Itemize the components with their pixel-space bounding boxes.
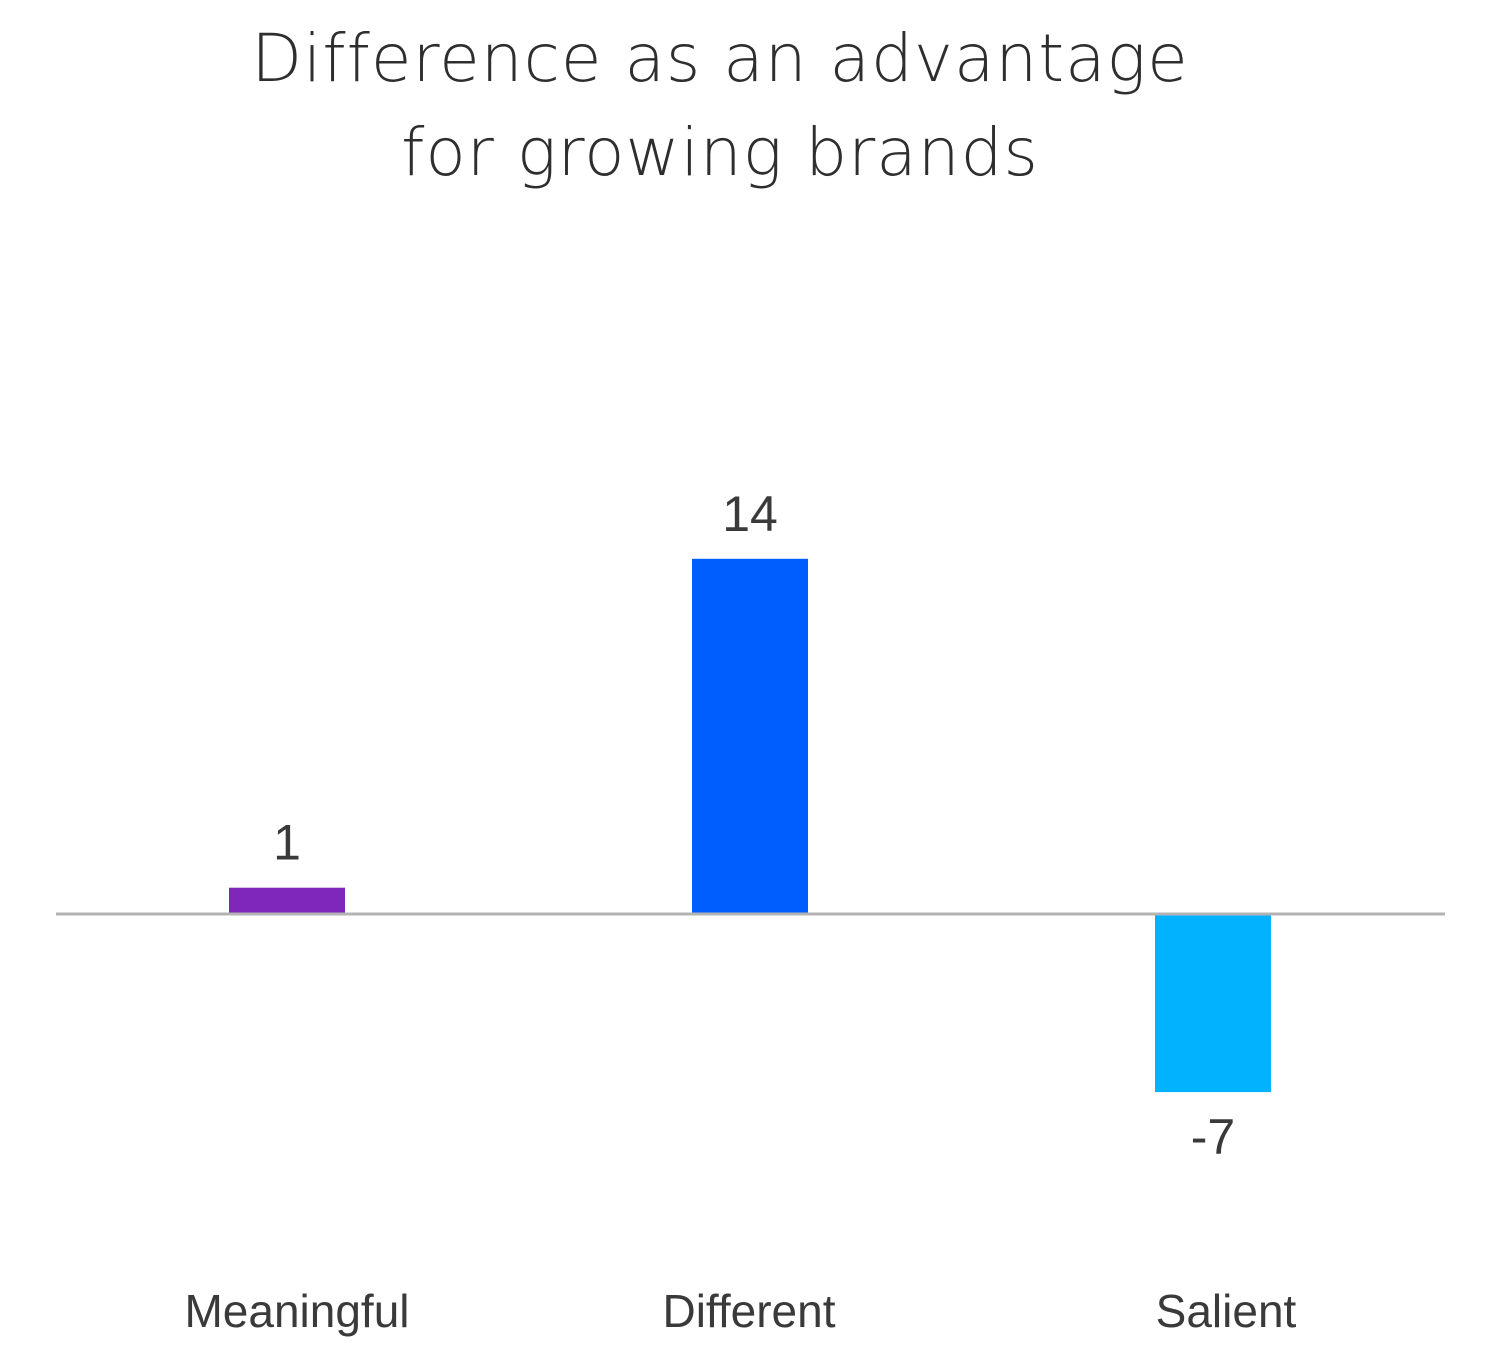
bar-different <box>692 558 808 913</box>
category-label: Meaningful <box>184 1285 409 1337</box>
data-label: 14 <box>722 486 778 542</box>
data-label: -7 <box>1191 1109 1235 1165</box>
category-label: Salient <box>1156 1285 1297 1337</box>
bar-meaningful <box>229 887 345 913</box>
chart-title-line-1: Difference as an advantage <box>251 20 1189 97</box>
chart-title-line-2: for growing brands <box>401 114 1039 191</box>
bar-salient <box>1155 915 1271 1093</box>
category-label: Different <box>662 1285 835 1337</box>
data-label: 1 <box>273 815 301 871</box>
chart-title: Difference as an advantage for growing b… <box>0 12 1440 200</box>
